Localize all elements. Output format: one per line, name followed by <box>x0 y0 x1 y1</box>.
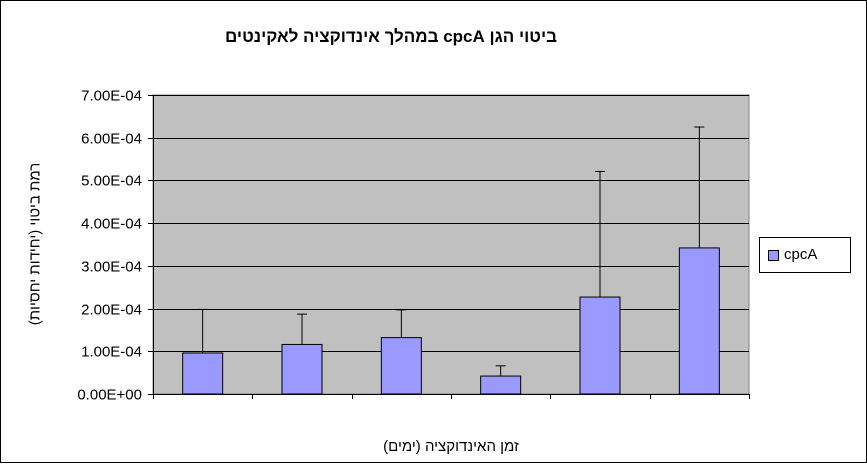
chart-title: ביטוי הגן cpcA במהלך אינדוקציה לאקינטים <box>225 27 557 46</box>
y-tick-label: 4.00E-04 <box>81 216 142 233</box>
y-tick-label: 0.00E+00 <box>77 387 142 404</box>
y-tick-label: 2.00E-04 <box>81 302 142 319</box>
y-tick-label: 7.00E-04 <box>81 88 142 105</box>
bar <box>678 247 720 395</box>
y-tick-label: 3.00E-04 <box>81 259 142 276</box>
bar <box>281 343 323 395</box>
x-axis-label: זמן האינדוקציה (ימים) <box>383 438 519 455</box>
legend: cpcA <box>759 237 851 273</box>
y-tick-label: 6.00E-04 <box>81 131 142 148</box>
bar <box>579 296 621 395</box>
bar <box>182 352 224 395</box>
bar <box>380 337 422 395</box>
bar <box>480 375 522 395</box>
plot-area <box>152 94 750 395</box>
legend-swatch <box>768 250 779 261</box>
y-tick-label: 1.00E-04 <box>81 344 142 361</box>
y-axis-label: רמת ביטוי (יחידות יחסיות) <box>26 162 44 326</box>
y-tick-label: 5.00E-04 <box>81 173 142 190</box>
legend-label: cpcA <box>784 246 818 263</box>
